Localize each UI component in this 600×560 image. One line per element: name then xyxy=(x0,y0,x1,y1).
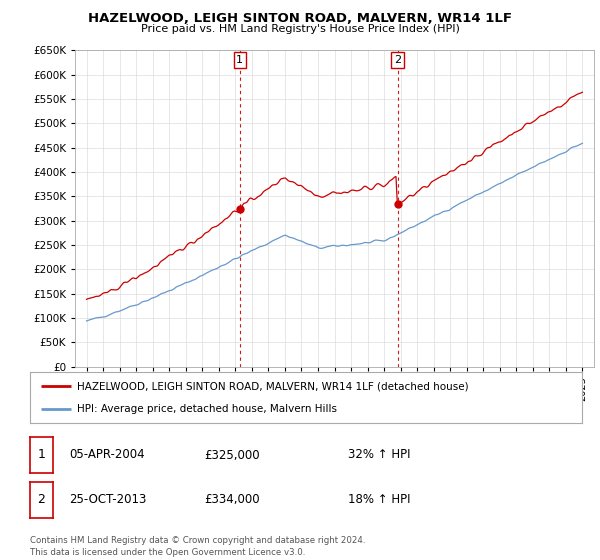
Text: HAZELWOOD, LEIGH SINTON ROAD, MALVERN, WR14 1LF: HAZELWOOD, LEIGH SINTON ROAD, MALVERN, W… xyxy=(88,12,512,25)
Text: 1: 1 xyxy=(236,55,243,65)
Text: 1: 1 xyxy=(37,449,46,461)
Text: £334,000: £334,000 xyxy=(204,493,260,506)
Text: Price paid vs. HM Land Registry's House Price Index (HPI): Price paid vs. HM Land Registry's House … xyxy=(140,24,460,34)
Text: £325,000: £325,000 xyxy=(204,449,260,461)
Text: 18% ↑ HPI: 18% ↑ HPI xyxy=(348,493,410,506)
Text: HAZELWOOD, LEIGH SINTON ROAD, MALVERN, WR14 1LF (detached house): HAZELWOOD, LEIGH SINTON ROAD, MALVERN, W… xyxy=(77,381,469,391)
Text: HPI: Average price, detached house, Malvern Hills: HPI: Average price, detached house, Malv… xyxy=(77,404,337,414)
Text: 05-APR-2004: 05-APR-2004 xyxy=(69,449,145,461)
Text: 25-OCT-2013: 25-OCT-2013 xyxy=(69,493,146,506)
Text: 32% ↑ HPI: 32% ↑ HPI xyxy=(348,449,410,461)
Text: 2: 2 xyxy=(37,493,46,506)
Text: Contains HM Land Registry data © Crown copyright and database right 2024.
This d: Contains HM Land Registry data © Crown c… xyxy=(30,536,365,557)
Text: 2: 2 xyxy=(394,55,401,65)
